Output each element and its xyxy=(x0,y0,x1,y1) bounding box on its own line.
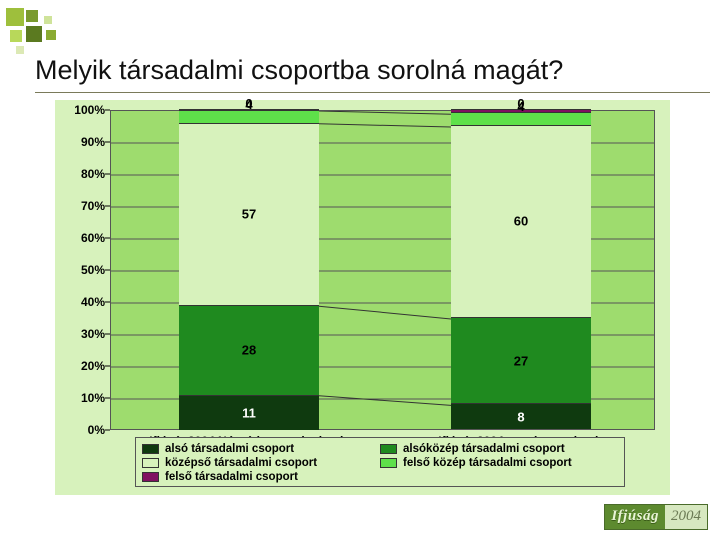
corner-motif xyxy=(6,8,66,58)
badge-right: 2004 xyxy=(665,505,707,529)
decor-square xyxy=(26,26,42,42)
legend-label: felső társadalmi csoport xyxy=(165,471,298,483)
bar-value-label: 11 xyxy=(179,405,319,420)
bar-value-label: 28 xyxy=(179,343,319,358)
legend-item-felso: felső társadalmi csoport xyxy=(142,470,380,484)
ytick-mark xyxy=(105,110,110,111)
ytick-mark xyxy=(105,174,110,175)
slide: Melyik társadalmi csoportba sorolná magá… xyxy=(0,0,720,540)
chart-plot: 045728110460278 xyxy=(110,110,655,430)
legend-swatch xyxy=(142,472,159,482)
legend-label: felső közép társadalmi csoport xyxy=(403,457,572,469)
bar-value-label: 4 xyxy=(179,97,319,112)
bar-value-label: 4 xyxy=(451,99,591,114)
decor-square xyxy=(44,16,52,24)
legend-label: alsóközép társadalmi csoport xyxy=(403,443,565,455)
bar-seg-orszagos-felsokozep: 4 xyxy=(451,112,591,125)
ytick-mark xyxy=(105,238,110,239)
ytick-label: 90% xyxy=(55,135,105,149)
bar-seg-nograd-also: 11 xyxy=(179,395,319,430)
bar-value-label: 57 xyxy=(179,207,319,222)
legend-swatch xyxy=(380,444,397,454)
decor-square xyxy=(10,30,22,42)
ytick-label: 40% xyxy=(55,295,105,309)
legend-swatch xyxy=(142,458,159,468)
bar-seg-nograd-felsokozep: 4 xyxy=(179,110,319,123)
legend-item-also: alsó társadalmi csoport xyxy=(142,442,380,456)
bar-value-label: 8 xyxy=(451,409,591,424)
footer-badge: Ifjúság 2004 xyxy=(604,504,708,530)
bar-seg-nograd-kozepso: 57 xyxy=(179,123,319,305)
legend-swatch xyxy=(142,444,159,454)
ytick-label: 70% xyxy=(55,199,105,213)
bar-value-label: 60 xyxy=(451,214,591,229)
ytick-mark xyxy=(105,270,110,271)
chart: 045728110460278 0%10%20%30%40%50%60%70%8… xyxy=(55,100,670,495)
ytick-label: 50% xyxy=(55,263,105,277)
bar-seg-orszagos-also: 8 xyxy=(451,403,591,429)
decor-square xyxy=(26,10,38,22)
badge-left: Ifjúság xyxy=(605,505,665,529)
chart-legend: alsó társadalmi csoport alsóközép társada… xyxy=(135,437,625,487)
bar-seg-orszagos-alsokozep: 27 xyxy=(451,317,591,403)
bar-orszagos: 0460278 xyxy=(451,109,591,429)
ytick-mark xyxy=(105,206,110,207)
ytick-mark xyxy=(105,398,110,399)
bar-nograd: 04572811 xyxy=(179,109,319,429)
legend-swatch xyxy=(380,458,397,468)
decor-square xyxy=(6,8,24,26)
legend-item-felsokozep: felső közép társadalmi csoport xyxy=(380,456,618,470)
slide-title: Melyik társadalmi csoportba sorolná magá… xyxy=(35,55,700,86)
ytick-label: 30% xyxy=(55,327,105,341)
legend-label: alsó társadalmi csoport xyxy=(165,443,294,455)
legend-item-alsokozep: alsóközép társadalmi csoport xyxy=(380,442,618,456)
ytick-label: 20% xyxy=(55,359,105,373)
bar-value-label: 27 xyxy=(451,353,591,368)
ytick-label: 0% xyxy=(55,423,105,437)
ytick-label: 80% xyxy=(55,167,105,181)
ytick-label: 60% xyxy=(55,231,105,245)
bar-seg-orszagos-kozepso: 60 xyxy=(451,125,591,317)
bar-seg-nograd-alsokozep: 28 xyxy=(179,305,319,395)
legend-label: középső társadalmi csoport xyxy=(165,457,317,469)
legend-item-kozepso: középső társadalmi csoport xyxy=(142,456,380,470)
ytick-mark xyxy=(105,334,110,335)
decor-square xyxy=(16,46,24,54)
ytick-mark xyxy=(105,302,110,303)
ytick-label: 100% xyxy=(55,103,105,117)
ytick-mark xyxy=(105,366,110,367)
decor-square xyxy=(46,30,56,40)
title-underline xyxy=(35,92,710,93)
ytick-mark xyxy=(105,430,110,431)
ytick-label: 10% xyxy=(55,391,105,405)
ytick-mark xyxy=(105,142,110,143)
